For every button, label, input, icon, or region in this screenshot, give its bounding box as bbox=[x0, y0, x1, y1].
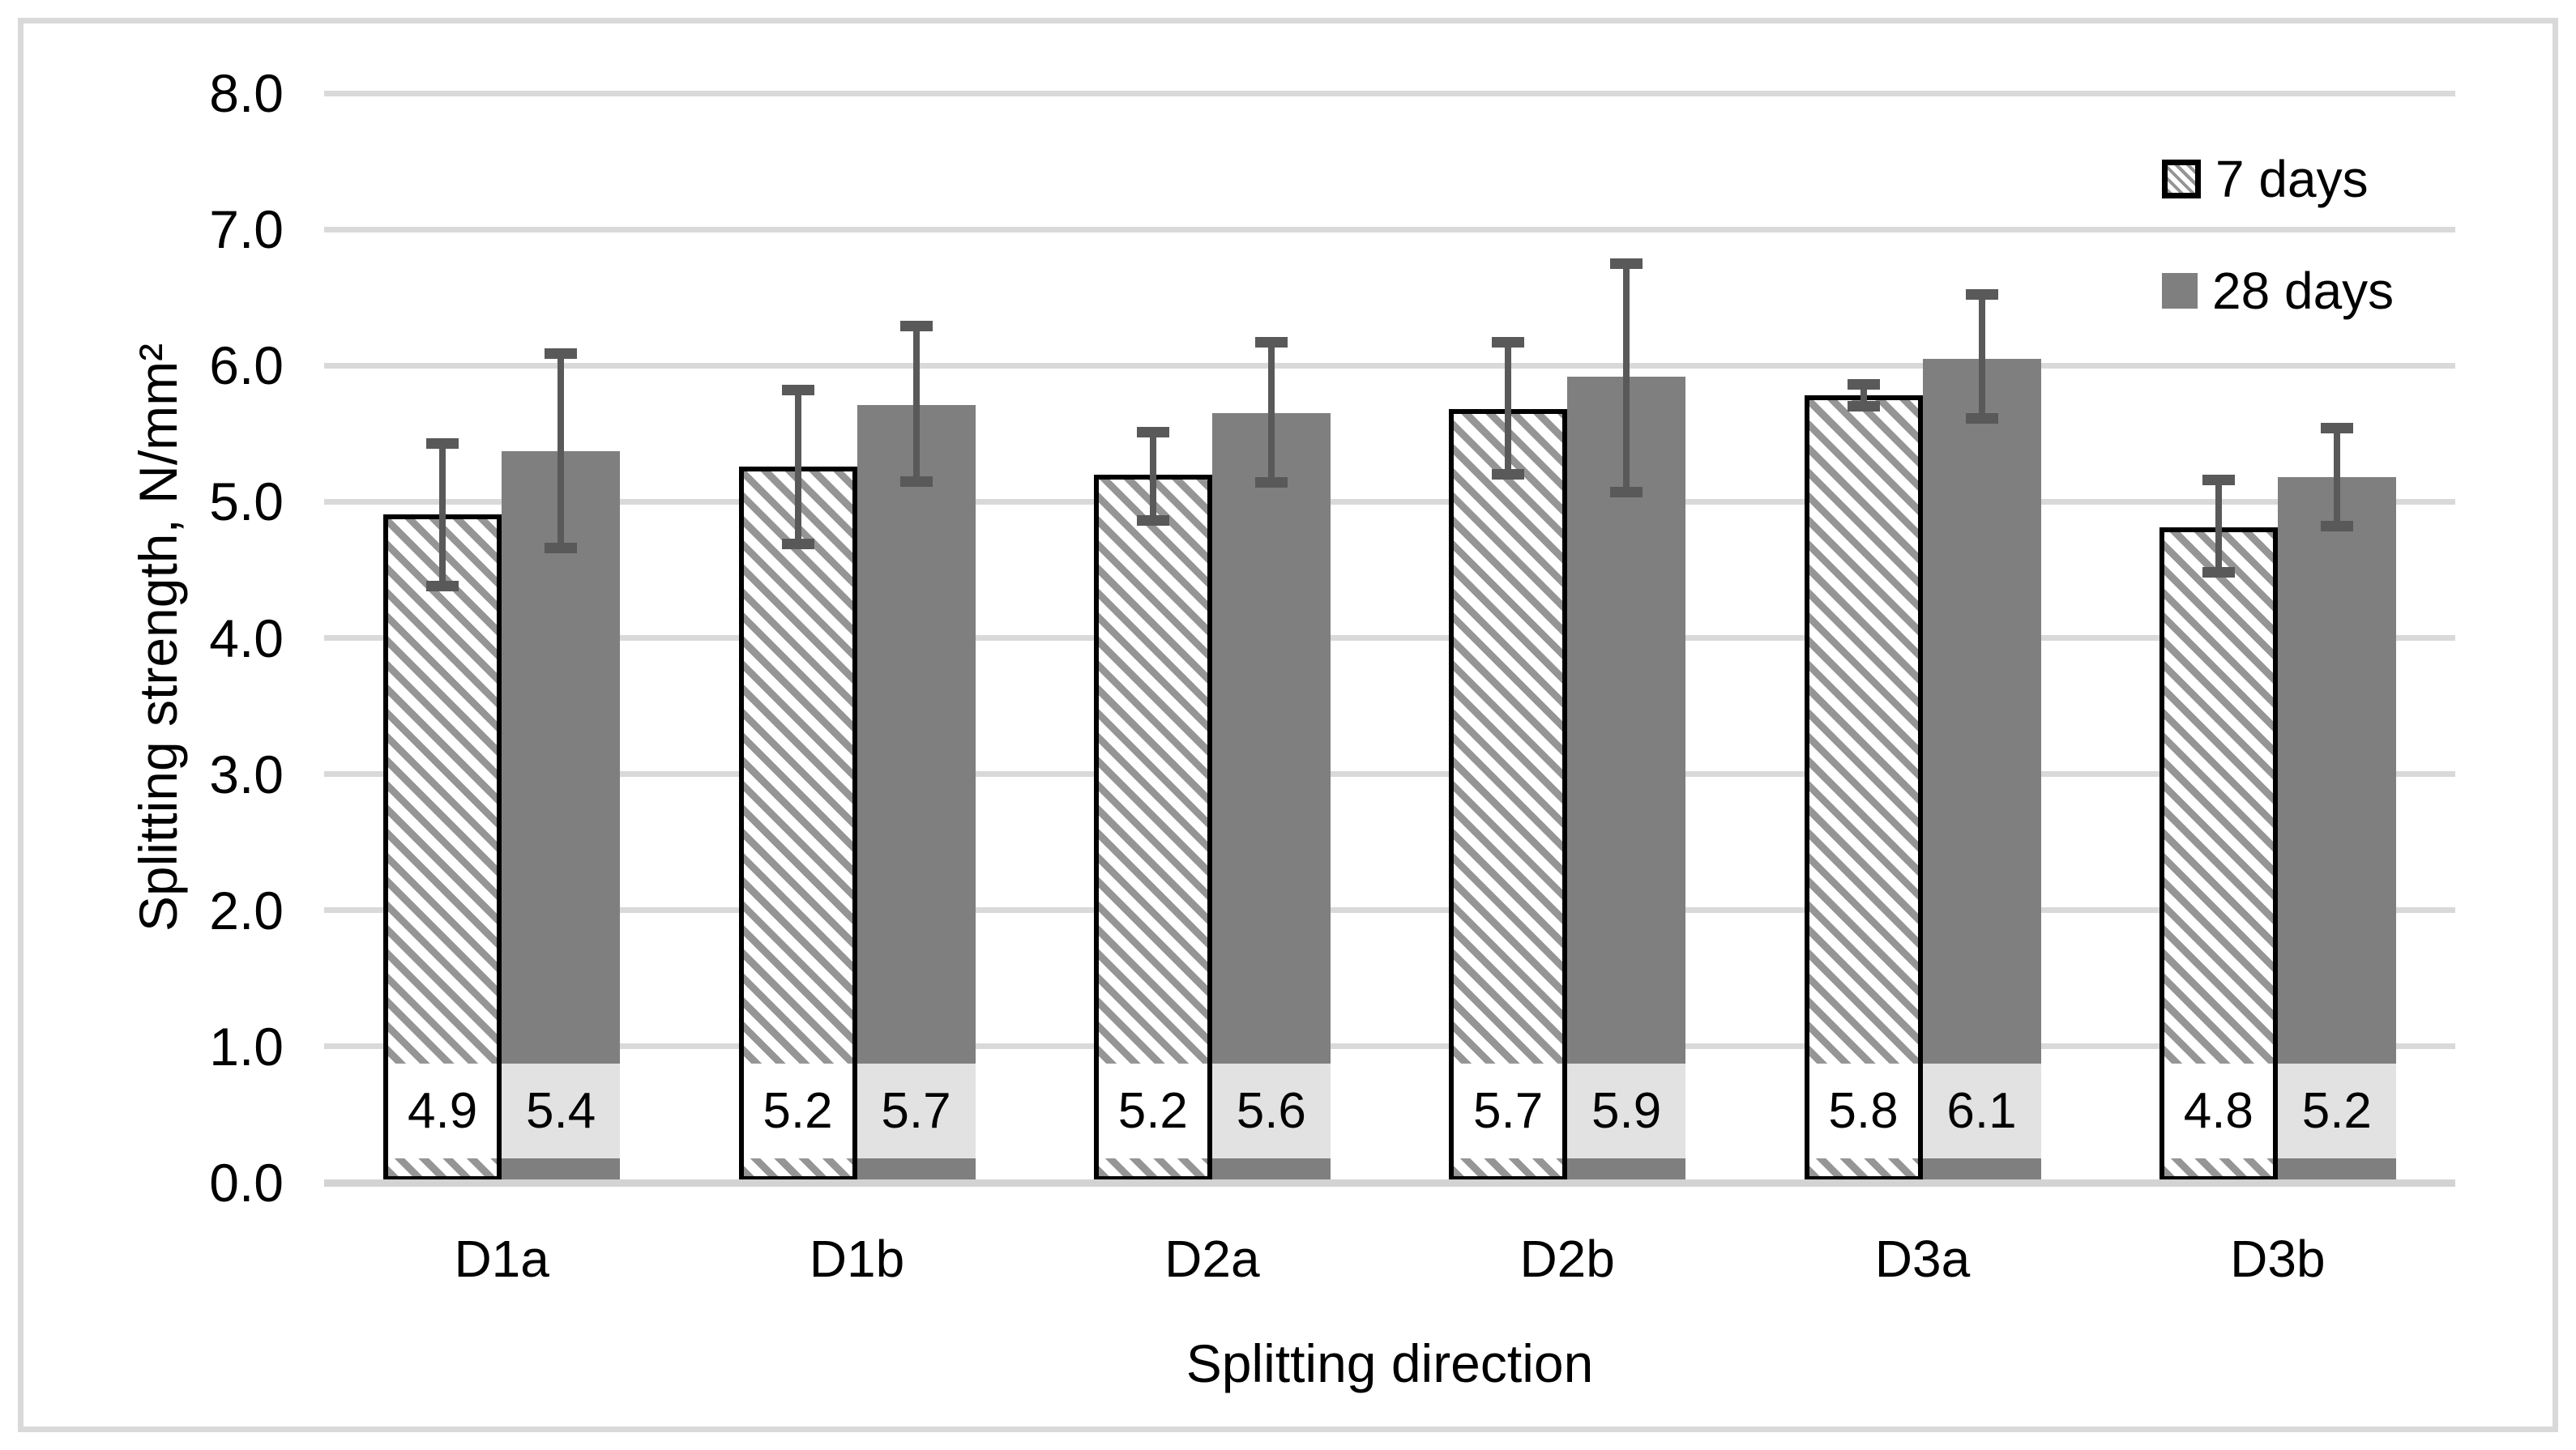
x-tick-label-D3b: D3b bbox=[2230, 1230, 2326, 1288]
error-bar-bottom-cap-7-days-D1b bbox=[781, 538, 814, 549]
error-bar-top-cap-28-days-D3a bbox=[1965, 289, 1998, 301]
bar-7-days-D3a bbox=[1804, 395, 1923, 1181]
y-tick-label: 6.0 bbox=[209, 335, 284, 396]
error-bar-bottom-cap-28-days-D1b bbox=[899, 476, 933, 487]
error-bar-top-cap-28-days-D3b bbox=[2320, 423, 2353, 434]
error-bar-stem-7-days-D2b bbox=[1505, 342, 1512, 475]
data-label-28-days-D2a: 5.6 bbox=[1211, 1064, 1331, 1158]
bar-7-days-D2b bbox=[1449, 409, 1568, 1181]
data-label-7-days-D3a: 5.8 bbox=[1809, 1064, 1918, 1158]
data-label-7-days-D1a: 4.9 bbox=[388, 1064, 498, 1158]
error-bar-bottom-cap-28-days-D1a bbox=[545, 543, 578, 554]
error-bar-top-cap-7-days-D3b bbox=[2202, 474, 2235, 485]
error-bar-top-cap-28-days-D1b bbox=[899, 320, 933, 331]
error-bar-bottom-cap-28-days-D3a bbox=[1965, 413, 1998, 424]
gridline bbox=[324, 635, 2455, 641]
error-bar-stem-28-days-D2b bbox=[1623, 263, 1630, 493]
y-tick-label: 2.0 bbox=[209, 880, 284, 940]
x-tick-label-D2a: D2a bbox=[1164, 1230, 1260, 1288]
legend-swatch-solid-icon bbox=[2162, 273, 2198, 309]
gridline bbox=[324, 771, 2455, 778]
gridline bbox=[324, 226, 2455, 232]
error-bar-bottom-cap-7-days-D1a bbox=[426, 581, 459, 592]
bar-28-days-D1a bbox=[502, 451, 621, 1181]
data-label-7-days-D2a: 5.2 bbox=[1098, 1064, 1207, 1158]
data-label-28-days-D3a: 6.1 bbox=[1922, 1064, 2041, 1158]
error-bar-stem-7-days-D1b bbox=[794, 390, 801, 544]
y-tick-label: 8.0 bbox=[209, 63, 284, 123]
error-bar-stem-28-days-D2a bbox=[1267, 342, 1275, 483]
error-bar-stem-7-days-D3b bbox=[2215, 480, 2222, 573]
error-bar-stem-28-days-D3b bbox=[2333, 428, 2340, 527]
error-bar-top-cap-7-days-D2a bbox=[1136, 427, 1169, 438]
error-bar-bottom-cap-7-days-D3b bbox=[2202, 567, 2235, 578]
legend-swatch-hatched-icon bbox=[2162, 160, 2201, 198]
y-tick-label: 5.0 bbox=[209, 471, 284, 532]
error-bar-bottom-cap-7-days-D2b bbox=[1492, 469, 1525, 480]
y-tick-label: 1.0 bbox=[209, 1016, 284, 1077]
y-axis-title: Splitting strength, N/mm² bbox=[128, 343, 188, 932]
data-label-28-days-D1a: 5.4 bbox=[502, 1064, 621, 1158]
error-bar-top-cap-28-days-D2a bbox=[1254, 337, 1288, 348]
error-bar-bottom-cap-7-days-D3a bbox=[1847, 401, 1880, 412]
error-bar-stem-7-days-D2a bbox=[1149, 432, 1156, 521]
x-tick-label-D2b: D2b bbox=[1519, 1230, 1615, 1288]
gridline bbox=[324, 362, 2455, 369]
gridline bbox=[324, 1043, 2455, 1050]
bar-28-days-D3a bbox=[1922, 358, 2041, 1181]
bar-28-days-D1b bbox=[857, 405, 976, 1181]
bar-7-days-D2a bbox=[1093, 474, 1212, 1181]
error-bar-top-cap-7-days-D1b bbox=[781, 385, 814, 395]
data-label-28-days-D3b: 5.2 bbox=[2277, 1064, 2396, 1158]
gridline bbox=[324, 90, 2455, 96]
data-label-28-days-D1b: 5.7 bbox=[857, 1064, 976, 1158]
error-bar-top-cap-28-days-D2b bbox=[1610, 258, 1643, 269]
bar-28-days-D2a bbox=[1211, 413, 1331, 1181]
error-bar-bottom-cap-28-days-D3b bbox=[2320, 521, 2353, 532]
error-bar-stem-7-days-D3a bbox=[1860, 384, 1867, 407]
error-bar-top-cap-7-days-D2b bbox=[1492, 337, 1525, 348]
error-bar-top-cap-7-days-D1a bbox=[426, 437, 459, 449]
gridline bbox=[324, 907, 2455, 914]
bar-7-days-D1b bbox=[738, 466, 857, 1181]
error-bar-top-cap-7-days-D3a bbox=[1847, 379, 1880, 390]
error-bar-bottom-cap-7-days-D2a bbox=[1136, 515, 1169, 527]
legend-item-7-days: 7 days bbox=[2162, 149, 2369, 209]
x-tick-label-D3a: D3a bbox=[1874, 1230, 1971, 1288]
data-label-28-days-D2b: 5.9 bbox=[1567, 1064, 1686, 1158]
error-bar-bottom-cap-28-days-D2b bbox=[1610, 487, 1643, 498]
data-label-7-days-D3b: 4.8 bbox=[2164, 1064, 2273, 1158]
bar-28-days-D2b bbox=[1567, 376, 1686, 1181]
x-tick-label-D1a: D1a bbox=[454, 1230, 549, 1288]
error-bar-stem-7-days-D1a bbox=[439, 443, 446, 586]
error-bar-stem-28-days-D3a bbox=[1978, 294, 1985, 419]
error-bar-top-cap-28-days-D1a bbox=[545, 348, 578, 359]
y-tick-label: 7.0 bbox=[209, 199, 284, 260]
x-axis-line bbox=[324, 1179, 2455, 1187]
x-axis-title: Splitting direction bbox=[1185, 1333, 1594, 1393]
data-label-7-days-D1b: 5.2 bbox=[743, 1064, 852, 1158]
y-tick-label: 4.0 bbox=[209, 608, 284, 668]
y-tick-label: 0.0 bbox=[209, 1153, 284, 1213]
legend-label: 7 days bbox=[2215, 150, 2369, 208]
error-bar-stem-28-days-D1a bbox=[557, 353, 565, 548]
gridline bbox=[324, 498, 2455, 505]
y-tick-label: 3.0 bbox=[209, 744, 284, 804]
x-tick-label-D1b: D1b bbox=[809, 1230, 905, 1288]
error-bar-stem-28-days-D1b bbox=[912, 326, 920, 482]
data-label-7-days-D2b: 5.7 bbox=[1454, 1064, 1563, 1158]
legend-label: 28 days bbox=[2212, 262, 2394, 320]
legend-item-28-days: 28 days bbox=[2162, 261, 2394, 321]
error-bar-bottom-cap-28-days-D2a bbox=[1254, 477, 1288, 488]
